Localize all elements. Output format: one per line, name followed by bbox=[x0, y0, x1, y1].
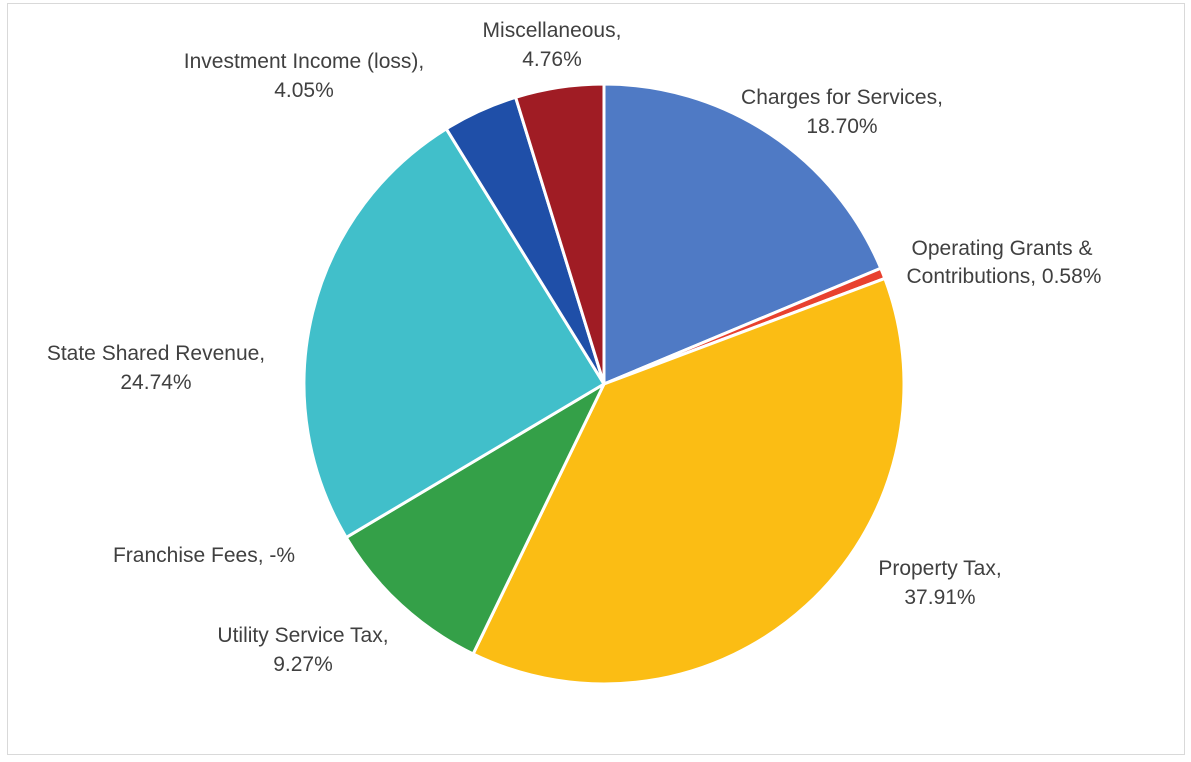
pie-slice-state-shared-revenue bbox=[302, 127, 606, 539]
label-property-tax: Property Tax, 37.91% bbox=[878, 557, 1001, 609]
pie-slice-miscellaneous bbox=[514, 82, 606, 386]
label-utility-service-tax: Utility Service Tax, 9.27% bbox=[217, 624, 388, 676]
slice-label: Operating Grants & bbox=[912, 237, 1093, 260]
slice-label: Miscellaneous, bbox=[483, 19, 622, 42]
slice-label: Charges for Services, bbox=[741, 86, 943, 109]
pie-slice-property-tax bbox=[471, 276, 906, 686]
slice-value-label: 4.05% bbox=[274, 79, 334, 102]
slice-value-label: 9.27% bbox=[273, 653, 333, 676]
slice-value-label: 18.70% bbox=[806, 115, 877, 138]
slice-value-label: 24.74% bbox=[120, 371, 191, 394]
label-franchise-fees: Franchise Fees, -% bbox=[113, 544, 295, 567]
slice-label: Property Tax, bbox=[878, 557, 1001, 580]
pie-slices bbox=[302, 82, 906, 686]
pie-slice-utility-service-tax bbox=[344, 382, 606, 656]
label-state-shared-revenue: State Shared Revenue, 24.74% bbox=[47, 342, 265, 394]
label-charges-for-services: Charges for Services, 18.70% bbox=[741, 86, 943, 138]
slice-label-line-2: Contributions, 0.58% bbox=[907, 265, 1102, 288]
label-operating-grants: Operating Grants & Contributions, 0.58% bbox=[907, 237, 1102, 288]
slice-value-label: 37.91% bbox=[904, 586, 975, 609]
slice-label: State Shared Revenue, bbox=[47, 342, 265, 365]
label-investment-income: Investment Income (loss), 4.05% bbox=[184, 50, 424, 102]
pie-slice-charges-for-services bbox=[602, 82, 883, 386]
slice-value-label: 4.76% bbox=[522, 48, 582, 71]
slice-label: Franchise Fees, -% bbox=[113, 544, 295, 567]
slice-label: Investment Income (loss), bbox=[184, 50, 424, 73]
slice-label: Utility Service Tax, bbox=[217, 624, 388, 647]
label-miscellaneous: Miscellaneous, 4.76% bbox=[483, 19, 622, 71]
